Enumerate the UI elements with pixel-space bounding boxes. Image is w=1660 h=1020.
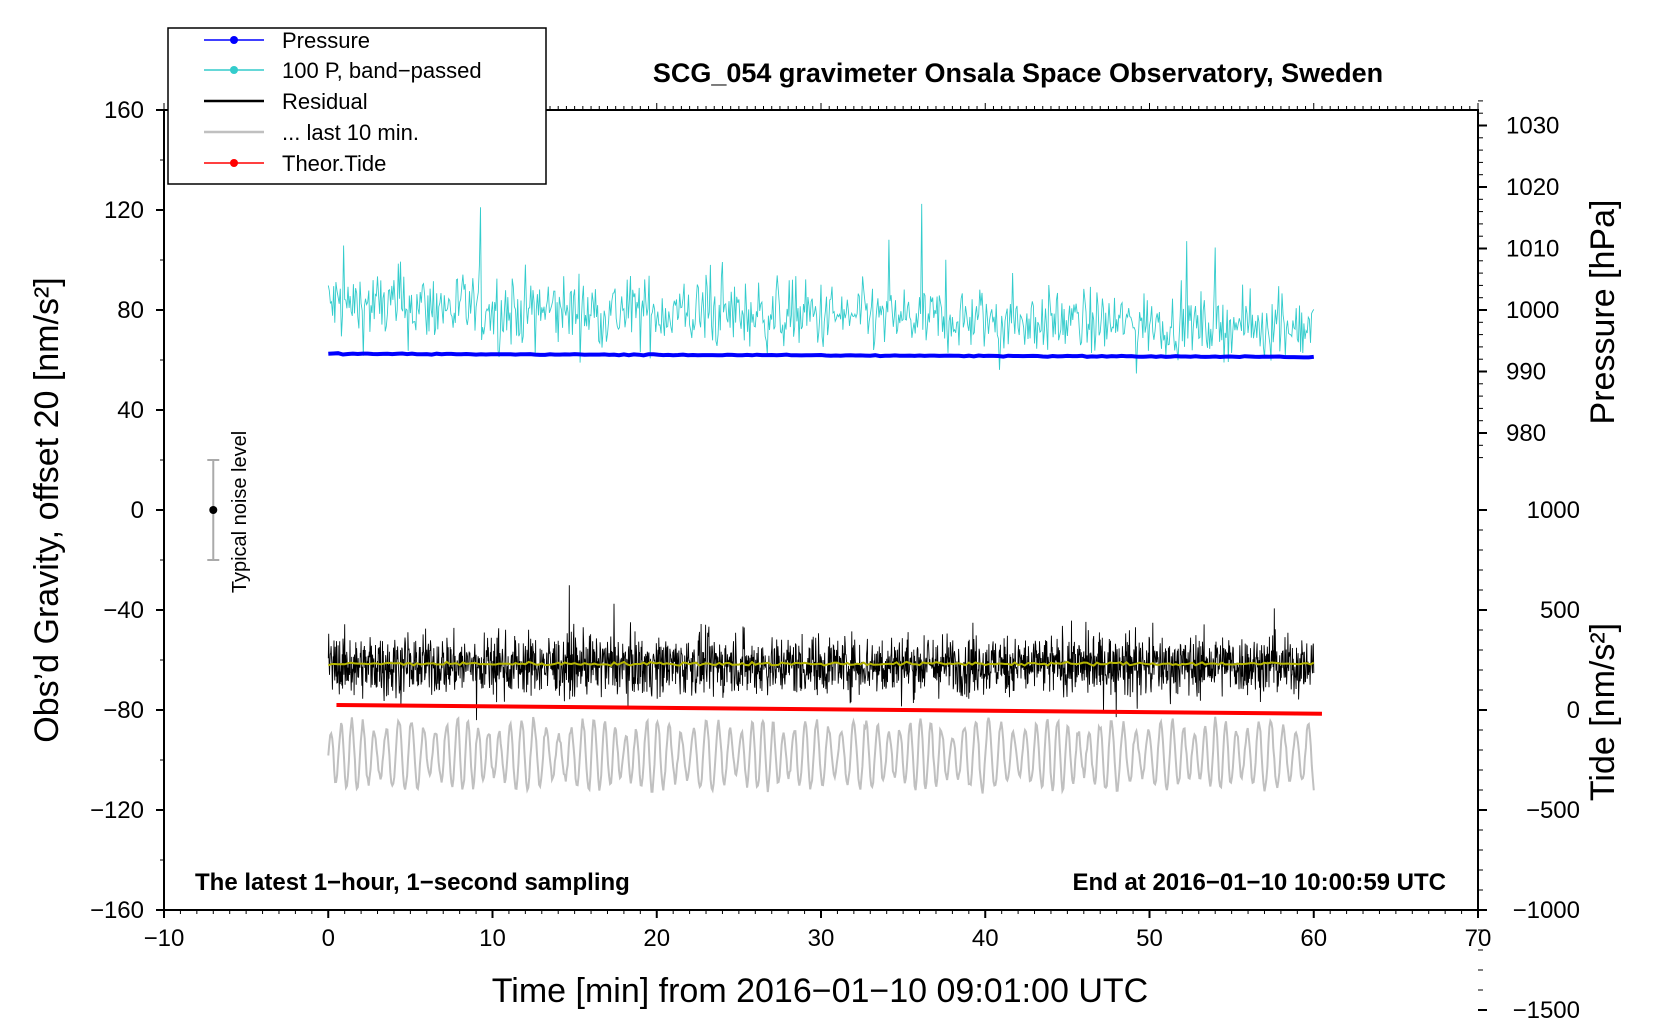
- legend-label-residual: Residual: [282, 89, 368, 114]
- legend-swatch-marker: [230, 36, 238, 44]
- y-axis-label-tide: Tide [nm/s²]: [1584, 623, 1622, 801]
- series-layer: [327, 203, 1322, 795]
- x-tick-label: 50: [1136, 925, 1163, 952]
- x-tick-label: 40: [972, 925, 999, 952]
- plot-frame: [163, 109, 1479, 911]
- tide-tick-label: −1500: [1513, 997, 1580, 1020]
- series-pressure-line: [328, 351, 1315, 360]
- y-tick-label: 40: [117, 397, 144, 424]
- y-axis-label-left: Obs’d Gravity, offset 20 [nm/s²]: [28, 277, 66, 742]
- series-bandpassed-line: [327, 203, 1315, 374]
- tide-tick-label: 1000: [1527, 497, 1580, 524]
- noise-bar-center-dot: [209, 506, 218, 514]
- legend-label-bandpassed: 100 P, band−passed: [282, 58, 482, 83]
- x-tick-label: 0: [322, 925, 335, 952]
- y-tick-label: 80: [117, 297, 144, 324]
- pressure-tick-label: 1000: [1506, 297, 1559, 324]
- pressure-tick-label: 1010: [1506, 236, 1559, 263]
- x-tick-label: −10: [144, 925, 185, 952]
- annotation-sampling: The latest 1−hour, 1−second sampling: [195, 869, 630, 896]
- x-tick-label: 10: [479, 925, 506, 952]
- y-axis-label-pressure: Pressure [hPa]: [1584, 200, 1622, 425]
- x-tick-label: 20: [643, 925, 670, 952]
- chart-title: SCG_054 gravimeter Onsala Space Observat…: [653, 58, 1383, 88]
- x-axis-label: Time [min] from 2016−01−10 09:01:00 UTC: [492, 972, 1148, 1010]
- tide-tick-label: −1000: [1513, 897, 1580, 924]
- legend-box: [167, 27, 547, 185]
- pressure-tick-label: 1020: [1506, 174, 1559, 201]
- x-tick-label: 30: [808, 925, 835, 952]
- series-residual-line: [327, 585, 1315, 721]
- pressure-tick-label: 980: [1506, 420, 1546, 447]
- x-tick-label: 70: [1465, 925, 1492, 952]
- series-residual-smoothed-line: [327, 660, 1315, 667]
- annotation-end-time: End at 2016−01−10 10:00:59 UTC: [1072, 869, 1446, 896]
- legend-label-last10: ... last 10 min.: [282, 120, 419, 145]
- noise-label: Typical noise level: [229, 431, 251, 593]
- tide-tick-label: 500: [1540, 597, 1580, 624]
- y-tick-label: −40: [103, 597, 144, 624]
- y-tick-label: −80: [103, 697, 144, 724]
- y-tick-label: −120: [90, 797, 144, 824]
- tide-tick-label: 0: [1567, 697, 1580, 724]
- legend-swatch-marker: [230, 66, 238, 74]
- tide-tick-label: −500: [1526, 797, 1580, 824]
- pressure-tick-label: 990: [1506, 359, 1546, 386]
- series-last10-line: [327, 716, 1315, 795]
- legend-label-pressure: Pressure: [282, 28, 370, 53]
- series-tide-line: [336, 703, 1322, 716]
- y-tick-label: 160: [104, 97, 144, 124]
- legend-swatch-marker: [230, 159, 238, 167]
- x-tick-label: 60: [1300, 925, 1327, 952]
- y-tick-label: −160: [90, 897, 144, 924]
- y-tick-label: 120: [104, 197, 144, 224]
- legend: Pressure 100 P, band−passed Residual ...…: [167, 27, 547, 185]
- y-tick-label: 0: [131, 497, 144, 524]
- pressure-tick-label: 1030: [1506, 113, 1559, 140]
- legend-label-tide: Theor.Tide: [282, 151, 386, 176]
- noise-indicator: [207, 459, 220, 561]
